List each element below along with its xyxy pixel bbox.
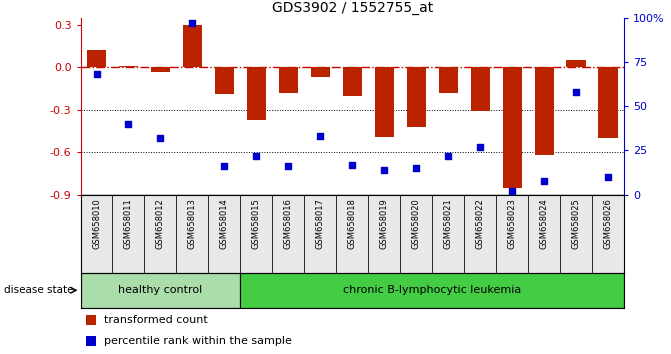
Point (219, 164, 229, 169)
Text: GSM658019: GSM658019 (380, 198, 389, 249)
Bar (592, 195, 624, 273)
Bar (400, 195, 432, 273)
Text: GSM658013: GSM658013 (188, 198, 197, 249)
Bar (209, 195, 240, 273)
Bar (311, 67, 330, 77)
Point (91, 72, 102, 77)
Point (187, 20, 198, 26)
Text: GSM658022: GSM658022 (476, 198, 484, 249)
Bar (496, 195, 528, 273)
Point (603, 174, 613, 180)
Bar (470, 67, 490, 111)
Bar (240, 273, 624, 308)
Point (283, 164, 294, 169)
Bar (144, 195, 176, 273)
Title: GDS3902 / 1552755_at: GDS3902 / 1552755_at (272, 1, 433, 15)
Point (379, 167, 390, 173)
Text: GSM658026: GSM658026 (603, 198, 613, 249)
Bar (87, 50, 106, 67)
Point (315, 133, 325, 139)
Bar (374, 67, 394, 137)
Point (155, 135, 166, 141)
Text: chronic B-lymphocytic leukemia: chronic B-lymphocytic leukemia (343, 285, 521, 295)
Text: GSM658014: GSM658014 (220, 198, 229, 249)
Text: GSM658017: GSM658017 (316, 198, 325, 249)
Bar (151, 67, 170, 72)
Point (347, 162, 358, 167)
Text: GSM658021: GSM658021 (444, 198, 453, 249)
Bar (215, 67, 234, 94)
Text: GSM658023: GSM658023 (508, 198, 517, 249)
Text: healthy control: healthy control (118, 285, 203, 295)
Bar (240, 195, 272, 273)
Bar (343, 67, 362, 96)
Text: GSM658010: GSM658010 (92, 198, 101, 249)
Bar (305, 195, 336, 273)
Point (539, 178, 550, 183)
Text: GSM658016: GSM658016 (284, 198, 293, 249)
Bar (278, 67, 298, 93)
Text: GSM658018: GSM658018 (348, 198, 357, 249)
Bar (183, 25, 202, 67)
Point (443, 153, 454, 159)
Bar (535, 67, 554, 155)
Text: transformed count: transformed count (104, 315, 207, 325)
Bar (528, 195, 560, 273)
Point (123, 121, 134, 127)
Bar (560, 195, 592, 273)
Point (411, 165, 421, 171)
Bar (119, 66, 138, 67)
Bar (439, 67, 458, 93)
Bar (81, 195, 113, 273)
Text: GSM658012: GSM658012 (156, 198, 165, 249)
Bar (336, 195, 368, 273)
Bar (272, 195, 305, 273)
Bar (113, 195, 144, 273)
Bar (599, 67, 617, 138)
Bar (86, 336, 96, 346)
Point (571, 89, 582, 95)
Bar (176, 195, 209, 273)
Text: GSM658024: GSM658024 (539, 198, 549, 249)
Text: GSM658015: GSM658015 (252, 198, 261, 249)
Bar (81, 273, 240, 308)
Point (475, 144, 486, 150)
Text: percentile rank within the sample: percentile rank within the sample (104, 336, 292, 346)
Point (507, 188, 517, 194)
Text: GSM658025: GSM658025 (572, 198, 580, 249)
Bar (407, 67, 426, 127)
Text: disease state: disease state (4, 285, 74, 295)
Bar (503, 67, 522, 188)
Bar (247, 67, 266, 120)
Bar (86, 315, 96, 325)
Bar (464, 195, 496, 273)
Bar (432, 195, 464, 273)
Bar (566, 60, 586, 67)
Point (251, 153, 262, 159)
Text: GSM658020: GSM658020 (412, 198, 421, 249)
Text: GSM658011: GSM658011 (124, 198, 133, 249)
Bar (368, 195, 400, 273)
